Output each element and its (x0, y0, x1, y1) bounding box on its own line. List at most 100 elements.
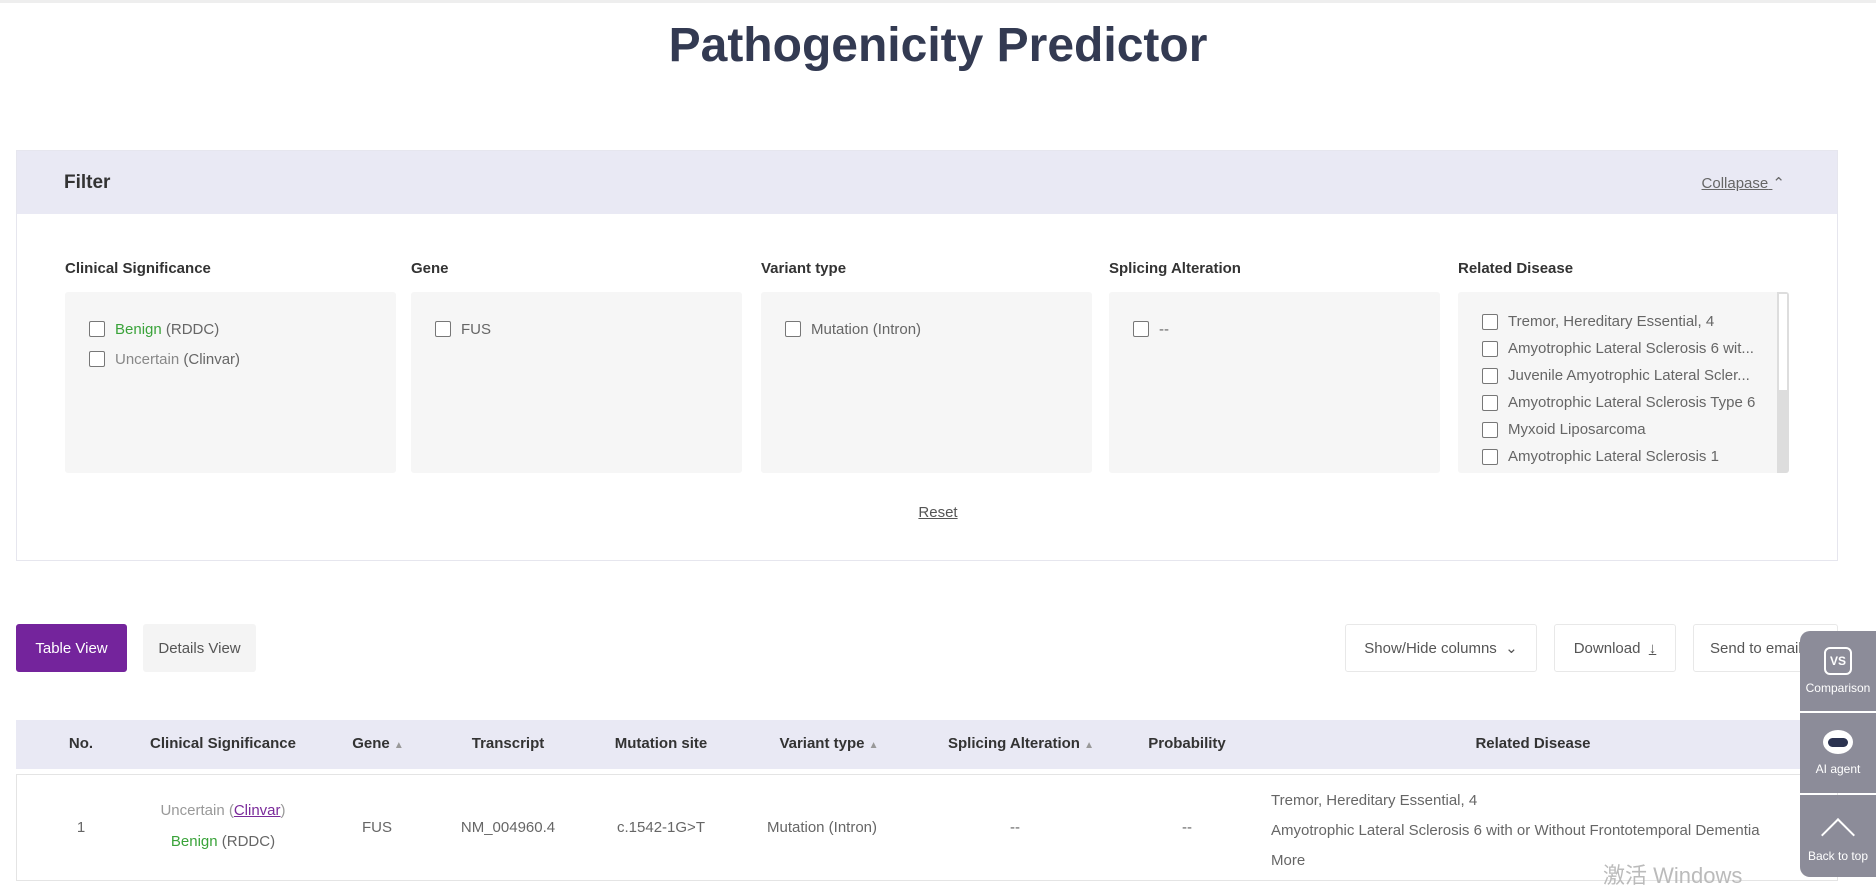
checkbox[interactable] (1133, 321, 1149, 337)
scrollbar-thumb[interactable] (1779, 294, 1787, 390)
filter-option[interactable]: Amyotrophic Lateral Sclerosis Type 6 (1482, 389, 1765, 416)
chevron-up-icon (1821, 818, 1855, 852)
disease-item: Tremor, Hereditary Essential, 4 (1271, 792, 1478, 809)
filter-box-clinical: Benign (RDDC) Uncertain (Clinvar) (65, 292, 396, 473)
filter-title: Filter (64, 172, 111, 193)
comparison-button[interactable]: VS Comparison (1800, 631, 1876, 711)
download-label: Download (1573, 639, 1641, 657)
checkbox[interactable] (1482, 367, 1498, 384)
col-no: No. (68, 735, 94, 752)
filter-option[interactable]: Juvenile Amyotrophic Lateral Scler... (1482, 362, 1765, 389)
top-border (0, 0, 1876, 3)
cell-sig-1: Uncertain (Clinvar) (160, 802, 286, 819)
page-title: Pathogenicity Predictor (668, 19, 1208, 72)
show-hide-columns-button[interactable]: Show/Hide columns ⌄ (1345, 624, 1537, 672)
option-label: FUS (461, 320, 491, 338)
robot-icon (1823, 730, 1853, 754)
reset-button[interactable]: Reset (918, 504, 958, 521)
checkbox[interactable] (1482, 394, 1498, 411)
checkbox[interactable] (1482, 421, 1498, 438)
chevron-down-icon: ⌄ (1505, 640, 1518, 657)
cell-gene: FUS (362, 819, 392, 836)
filter-box-gene: FUS (411, 292, 742, 473)
download-button[interactable]: Download ↓ (1554, 624, 1676, 672)
col-gene-label: Gene (352, 735, 390, 752)
filter-option[interactable]: Amyotrophic Lateral Sclerosis 1 (1482, 443, 1765, 470)
chevron-up-icon: ⌃ (1772, 175, 1785, 192)
filter-option[interactable]: Mutation (Intron) (785, 314, 1068, 344)
col-variant-label: Variant type (779, 735, 865, 752)
checkbox[interactable] (1482, 340, 1498, 357)
comparison-label: Comparison (1805, 681, 1871, 695)
checkbox[interactable] (89, 321, 105, 337)
filter-option[interactable]: Tremor, Hereditary Essential, 4 (1482, 308, 1765, 335)
show-hide-label: Show/Hide columns (1364, 639, 1497, 657)
scrollbar[interactable] (1777, 292, 1789, 473)
filter-option[interactable]: Uncertain (Clinvar) (89, 344, 372, 374)
col-transcript: Transcript (471, 735, 545, 752)
col-variant-type[interactable]: Variant type ▲ (779, 735, 878, 752)
back-to-top-button[interactable]: Back to top (1800, 795, 1876, 877)
option-label: Myxoid Liposarcoma (1508, 421, 1646, 438)
filter-label-disease: Related Disease (1458, 260, 1574, 277)
clinvar-link[interactable]: Clinvar (233, 802, 281, 819)
filter-option[interactable]: Myxoid Liposarcoma (1482, 416, 1765, 443)
cell-mutation-site: c.1542-1G>T (617, 819, 705, 836)
col-splicing-label: Splicing Alteration (947, 735, 1080, 752)
option-label: Amyotrophic Lateral Sclerosis Type 6 (1508, 394, 1756, 411)
download-icon: ↓ (1648, 639, 1657, 657)
details-view-button[interactable]: Details View (143, 624, 256, 672)
col-gene[interactable]: Gene ▲︎ (352, 735, 404, 752)
filter-option[interactable]: -- (1133, 314, 1416, 344)
filter-option[interactable]: FUS (435, 314, 718, 344)
back-to-top-label: Back to top (1807, 849, 1869, 863)
filter-option[interactable]: Benign (RDDC) (89, 314, 372, 344)
checkbox[interactable] (435, 321, 451, 337)
disease-item: Amyotrophic Lateral Sclerosis 6 with or … (1271, 822, 1760, 839)
col-splicing[interactable]: Splicing Alteration ▲ (948, 735, 1094, 752)
option-label: Amyotrophic Lateral Sclerosis 1 (1508, 448, 1719, 465)
col-clinical-significance: Clinical Significance (150, 735, 296, 752)
checkbox[interactable] (89, 351, 105, 367)
col-mutation-site: Mutation site (614, 735, 708, 752)
option-label: Tremor, Hereditary Essential, 4 (1508, 313, 1715, 330)
checkbox[interactable] (1482, 448, 1498, 465)
cell-splicing: -- (1010, 819, 1020, 836)
filter-box-disease: Tremor, Hereditary Essential, 4 Amyotrop… (1458, 292, 1789, 473)
col-probability: Probability (1148, 735, 1226, 752)
filter-label-gene: Gene (411, 260, 449, 277)
sig-label: Uncertain (160, 802, 225, 819)
filter-panel: Filter Collapase ⌃ (16, 150, 1838, 561)
table-header (16, 720, 1838, 769)
checkbox[interactable] (785, 321, 801, 337)
checkbox[interactable] (1482, 313, 1498, 330)
table-view-button[interactable]: Table View (16, 624, 127, 672)
filter-label-clinical: Clinical Significance (65, 260, 211, 277)
option-source: (RDDC) (161, 320, 220, 338)
option-label: Benign (115, 320, 162, 338)
cell-sig-2: Benign (RDDC) (171, 833, 275, 850)
cell-no: 1 (76, 819, 86, 836)
option-label: Mutation (Intron) (811, 320, 922, 338)
sort-icon[interactable]: ▲ (1084, 740, 1095, 751)
cell-related-disease: Tremor, Hereditary Essential, 4 Amyotrop… (1271, 786, 1760, 876)
ai-agent-label: AI agent (1815, 762, 1861, 776)
option-label: Uncertain (115, 350, 180, 368)
collapse-label: Collapase (1701, 175, 1769, 192)
cell-variant-type: Mutation (Intron) (766, 819, 878, 836)
collapse-button[interactable]: Collapase ⌃ (1702, 174, 1785, 192)
vs-icon: VS (1824, 647, 1852, 675)
filter-label-variant: Variant type (761, 260, 847, 277)
option-label: Juvenile Amyotrophic Lateral Scler... (1508, 367, 1750, 384)
sort-icon[interactable]: ▲ (868, 740, 879, 751)
filter-option[interactable]: Amyotrophic Lateral Sclerosis 6 wit... (1482, 335, 1765, 362)
ai-agent-button[interactable]: AI agent (1800, 713, 1876, 793)
sort-icon[interactable]: ▲︎ (393, 740, 404, 751)
col-related-disease: Related Disease (1475, 735, 1591, 752)
more-link[interactable]: More (1271, 852, 1306, 869)
filter-box-splicing: -- (1109, 292, 1440, 473)
option-label: Amyotrophic Lateral Sclerosis 6 wit... (1508, 340, 1754, 357)
sig-source: (RDDC) (217, 833, 276, 850)
filter-box-variant: Mutation (Intron) (761, 292, 1092, 473)
option-label: -- (1159, 320, 1169, 338)
